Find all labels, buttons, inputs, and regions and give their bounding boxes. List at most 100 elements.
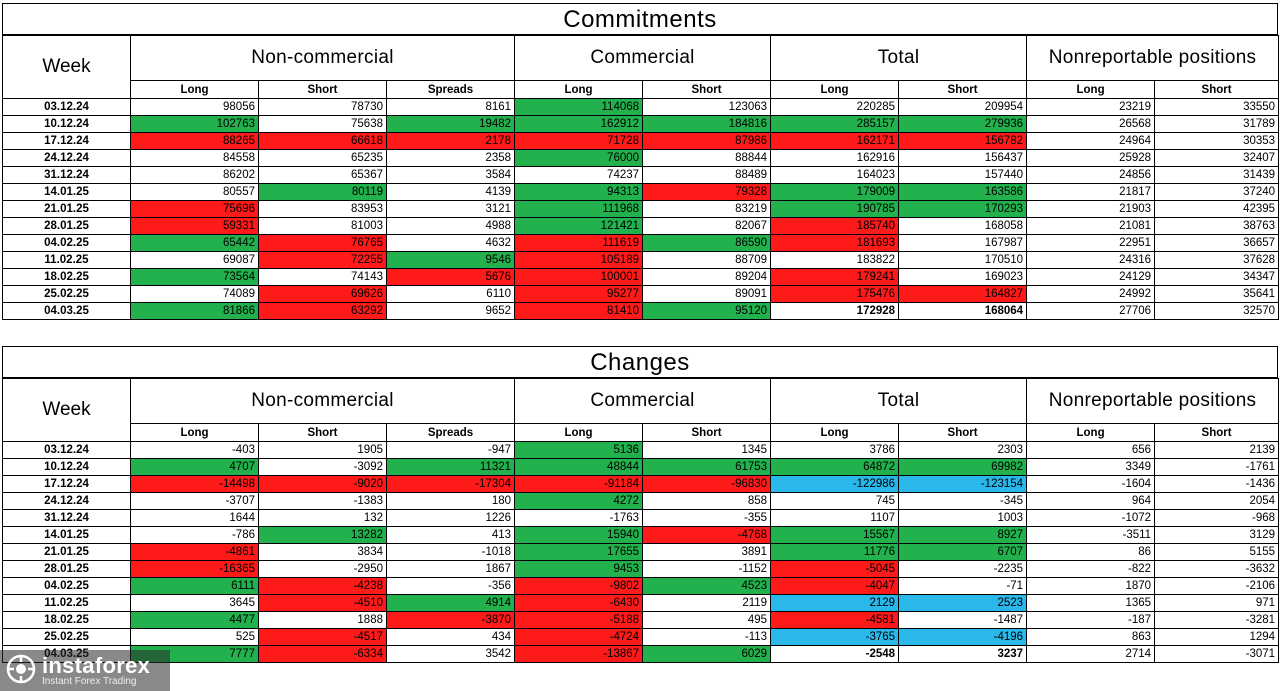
table-row: 11.02.25 3645 -4510 4914 -6430 2119 2129 2523 13…: [2, 594, 1280, 612]
commitments-subheader-row: Long Short Spreads Long Short Long Short…: [3, 80, 1280, 99]
value-cell: 86: [1026, 543, 1156, 561]
value-cell: 65235: [258, 149, 387, 167]
value-cell: 114068: [514, 98, 644, 116]
value-cell: -5188: [514, 611, 644, 629]
value-cell: 3645: [130, 594, 259, 612]
subheader: Long: [1026, 423, 1156, 442]
value-cell: 100001: [514, 268, 644, 286]
value-cell: -113: [642, 628, 772, 646]
value-cell: 95120: [642, 302, 772, 320]
subheader: Long: [514, 423, 644, 442]
value-cell: 30353: [1154, 132, 1280, 150]
value-cell: 84558: [130, 149, 259, 167]
value-cell: 2129: [770, 594, 900, 612]
subheader: Long: [130, 423, 259, 442]
group-header-noncommercial: Non-commercial: [129, 35, 516, 81]
value-cell: 102763: [130, 115, 259, 133]
table-row: 03.12.24 -403 1905 -947 5136 1345 3786 2303 656 2…: [2, 441, 1280, 459]
value-cell: 27706: [1026, 302, 1156, 320]
subheader: Short: [642, 80, 772, 99]
value-cell: 1226: [385, 509, 516, 527]
value-cell: 4632: [385, 234, 516, 252]
week-cell: 03.12.24: [2, 441, 131, 459]
subheader: Spreads: [385, 80, 516, 99]
value-cell: 525: [130, 628, 259, 646]
value-cell: -3870: [385, 611, 516, 629]
subheader: Short: [642, 423, 772, 442]
value-cell: 2358: [385, 149, 516, 167]
value-cell: 66618: [258, 132, 387, 150]
value-cell: 89091: [642, 285, 772, 303]
value-cell: -5045: [770, 560, 900, 578]
value-cell: 3349: [1026, 458, 1156, 476]
value-cell: 1867: [385, 560, 516, 578]
value-cell: -4238: [258, 577, 387, 595]
value-cell: 88489: [642, 166, 772, 184]
value-cell: 185740: [770, 217, 900, 235]
table-row: 04.02.25 6111 -4238 -356 -9802 4523 -4047 -71 18…: [2, 577, 1280, 595]
value-cell: 89204: [642, 268, 772, 286]
value-cell: 17655: [514, 543, 644, 561]
value-cell: 88844: [642, 149, 772, 167]
value-cell: 1905: [258, 441, 387, 459]
value-cell: 4272: [514, 492, 644, 510]
value-cell: 190785: [770, 200, 900, 218]
value-cell: 123063: [642, 98, 772, 116]
group-header-commercial: Commercial: [514, 35, 772, 81]
table-row: 17.12.24 -14498 -9020 -17304 -91184 -96830 -12…: [2, 475, 1280, 493]
value-cell: 3786: [770, 441, 900, 459]
value-cell: 37240: [1154, 183, 1280, 201]
value-cell: 162912: [514, 115, 644, 133]
week-cell: 10.12.24: [2, 458, 131, 476]
value-cell: 156437: [898, 149, 1028, 167]
value-cell: -6334: [258, 645, 387, 663]
week-cell: 21.01.25: [2, 543, 131, 561]
value-cell: -1383: [258, 492, 387, 510]
value-cell: -4196: [898, 628, 1028, 646]
value-cell: 179241: [770, 268, 900, 286]
week-cell: 31.12.24: [2, 166, 131, 184]
value-cell: 69087: [130, 251, 259, 269]
subheader: Long: [130, 80, 259, 99]
value-cell: -2106: [1154, 577, 1280, 595]
value-cell: -1436: [1154, 475, 1280, 493]
table-row: 11.02.25 69087 72255 9546 105189 88709 183822 1…: [2, 251, 1280, 269]
value-cell: 33550: [1154, 98, 1280, 116]
value-cell: 94313: [514, 183, 644, 201]
value-cell: 220285: [770, 98, 900, 116]
table-row: 04.03.25 81866 63292 9652 81410 95120 172928 16…: [2, 302, 1280, 320]
subheader: Short: [258, 80, 387, 99]
value-cell: 2714: [1026, 645, 1156, 663]
value-cell: 75638: [258, 115, 387, 133]
group-header-total: Total: [770, 378, 1028, 424]
value-cell: -1604: [1026, 475, 1156, 493]
table-row: 10.12.24 102763 75638 19482 162912 184816 2851…: [2, 115, 1280, 133]
instaforex-logo-icon: [6, 654, 36, 684]
value-cell: -3765: [770, 628, 900, 646]
value-cell: -3071: [1154, 645, 1280, 663]
value-cell: 170293: [898, 200, 1028, 218]
table-row: 14.01.25 -786 13282 413 15940 -4768 15567 8927-…: [2, 526, 1280, 544]
value-cell: 5676: [385, 268, 516, 286]
value-cell: 3584: [385, 166, 516, 184]
value-cell: -2950: [258, 560, 387, 578]
table-row: 03.12.24 98056 78730 8161 114068 123063 220285…: [2, 98, 1280, 116]
week-cell: 03.12.24: [2, 98, 131, 116]
value-cell: 1870: [1026, 577, 1156, 595]
value-cell: 42395: [1154, 200, 1280, 218]
value-cell: 37628: [1154, 251, 1280, 269]
value-cell: 78730: [258, 98, 387, 116]
table-row: 25.02.25 74089 69626 6110 95277 89091 175476 16…: [2, 285, 1280, 303]
value-cell: 15940: [514, 526, 644, 544]
instaforex-watermark: instaforex Instant Forex Trading: [0, 650, 170, 691]
week-cell: 24.12.24: [2, 149, 131, 167]
subheader: Short: [1154, 80, 1280, 99]
value-cell: 69626: [258, 285, 387, 303]
value-cell: -968: [1154, 509, 1280, 527]
value-cell: 24992: [1026, 285, 1156, 303]
value-cell: -4047: [770, 577, 900, 595]
value-cell: 6110: [385, 285, 516, 303]
value-cell: 181693: [770, 234, 900, 252]
table-row: 04.02.25 65442 76765 4632 111619 86590 181693 1…: [2, 234, 1280, 252]
week-cell: 25.02.25: [2, 285, 131, 303]
